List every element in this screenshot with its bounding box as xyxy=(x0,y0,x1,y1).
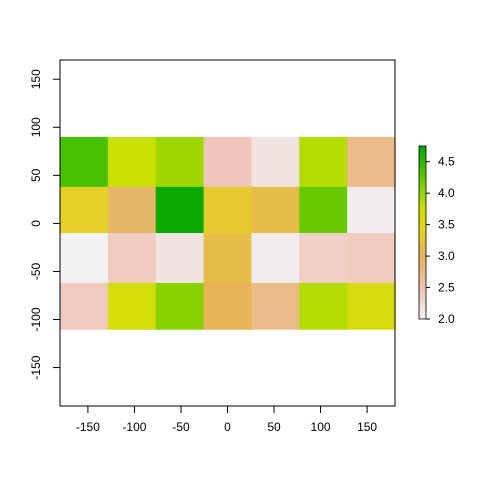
legend-tick-label: 4.5 xyxy=(438,155,455,169)
heatmap-cell xyxy=(203,233,253,284)
heatmap-cell xyxy=(203,136,253,188)
heatmap-cells xyxy=(60,136,396,330)
color-legend: 2.0 2.5 3.0 3.5 4.0 4.5 xyxy=(418,145,455,326)
legend-color-bar xyxy=(418,145,427,320)
heatmap-cell xyxy=(155,186,205,234)
heatmap-cell xyxy=(347,186,396,234)
heatmap-cell xyxy=(155,233,205,284)
x-tick-label: 0 xyxy=(224,420,231,434)
y-tick-label: 0 xyxy=(29,220,43,227)
heatmap-cell xyxy=(347,282,396,330)
heatmap-cell xyxy=(60,282,109,330)
legend-tick-label: 3.5 xyxy=(438,218,455,232)
legend-tick-label: 2.0 xyxy=(438,312,455,326)
heatmap-cell xyxy=(107,282,157,330)
y-axis: -150 -100 -50 0 50 100 150 xyxy=(29,69,60,380)
heatmap-cell xyxy=(107,186,157,234)
x-tick-label: -150 xyxy=(76,420,100,434)
heatmap-cell xyxy=(251,186,300,234)
heatmap-cell xyxy=(155,136,205,188)
legend-tick-label: 2.5 xyxy=(438,281,455,295)
heatmap-cell xyxy=(203,282,253,330)
heatmap-cell xyxy=(251,233,300,284)
heatmap-cell xyxy=(251,136,300,188)
y-tick-label: -150 xyxy=(29,355,43,379)
y-tick-label: 150 xyxy=(29,69,43,89)
x-tick-label: -100 xyxy=(122,420,146,434)
y-tick-label: 50 xyxy=(29,168,43,182)
heatmap-cell xyxy=(299,186,348,234)
y-tick-label: -50 xyxy=(29,262,43,280)
x-tick-label: 50 xyxy=(267,420,281,434)
y-tick-label: 100 xyxy=(29,117,43,137)
heatmap-cell xyxy=(60,186,109,234)
heatmap-cell xyxy=(347,136,396,188)
heatmap-cell xyxy=(299,282,348,330)
legend-tick-label: 4.0 xyxy=(438,186,455,200)
heatmap-cell xyxy=(107,233,157,284)
x-axis: -150 -100 -50 0 50 100 150 xyxy=(76,406,377,434)
x-tick-label: 100 xyxy=(311,420,331,434)
heatmap-cell xyxy=(107,136,157,188)
x-tick-label: -50 xyxy=(172,420,190,434)
heatmap-cell xyxy=(347,233,396,284)
heatmap-cell xyxy=(203,186,253,234)
y-tick-label: -100 xyxy=(29,307,43,331)
x-tick-label: 150 xyxy=(357,420,377,434)
heatmap-cell xyxy=(299,233,348,284)
heatmap-cell xyxy=(155,282,205,330)
heatmap-cell xyxy=(251,282,300,330)
heatmap-cell xyxy=(60,233,109,284)
heatmap-cell xyxy=(299,136,348,188)
heatmap-cell xyxy=(60,136,109,188)
legend-tick-label: 3.0 xyxy=(438,249,455,263)
